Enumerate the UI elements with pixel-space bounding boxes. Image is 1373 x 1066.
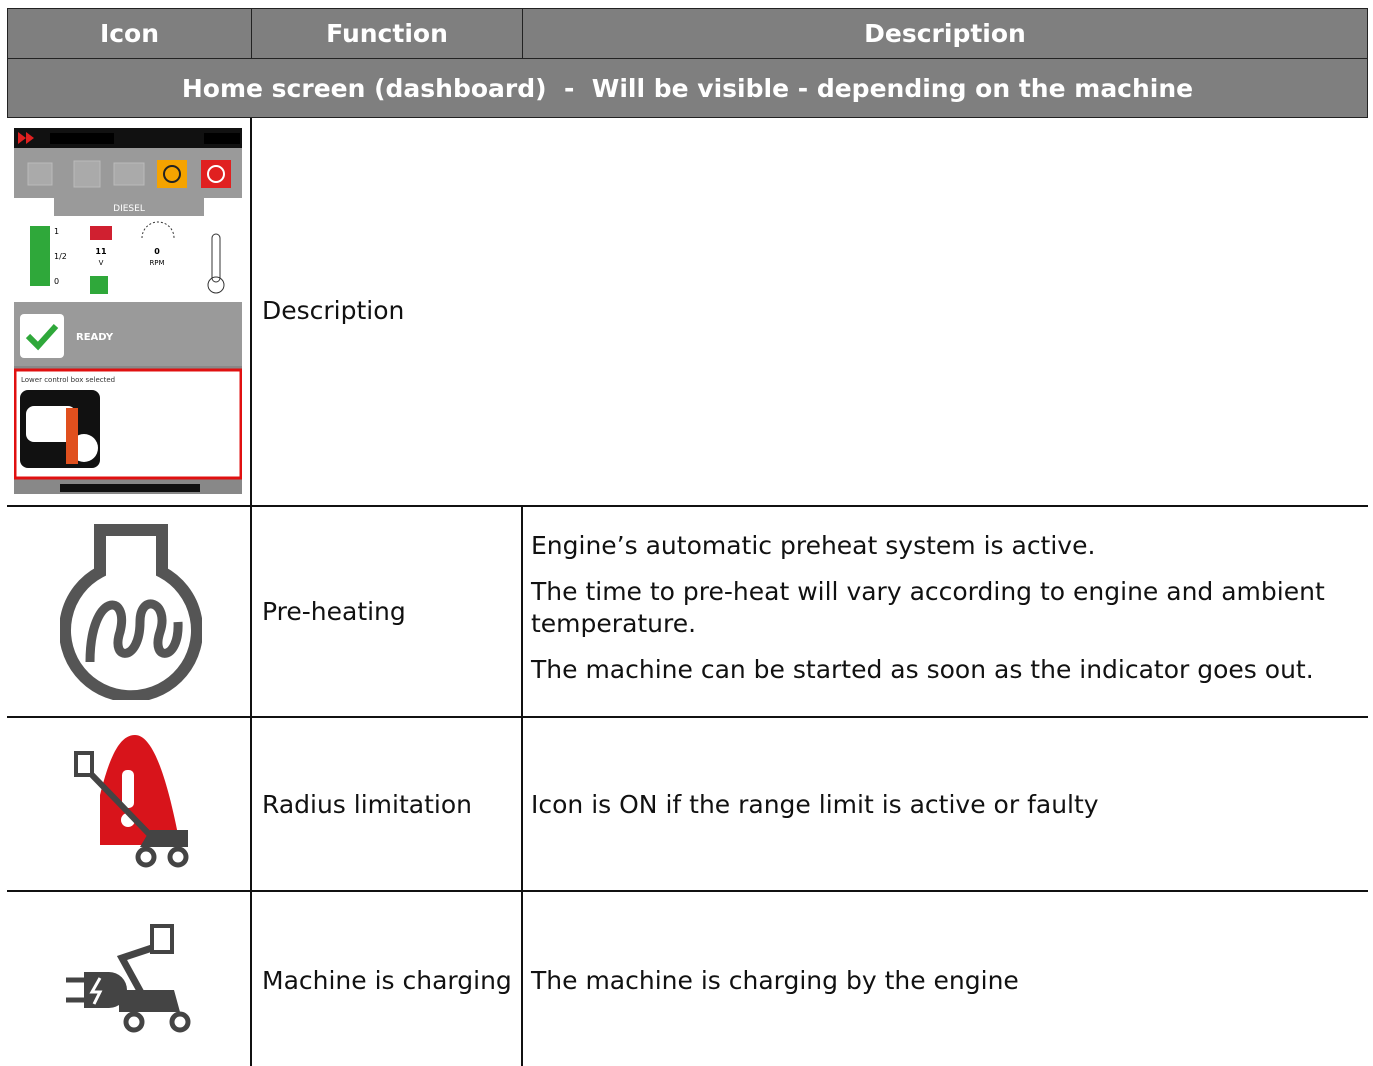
- description-line: The machine can be started as soon as th…: [531, 655, 1314, 684]
- description-line: Icon is ON if the range limit is active …: [531, 790, 1099, 819]
- description-line: The time to pre-heat will vary according…: [531, 577, 1325, 638]
- rpm-unit: RPM: [149, 259, 164, 267]
- col-line: [521, 506, 523, 1066]
- battery-unit: V: [99, 259, 104, 267]
- gauge-label: 0: [54, 277, 59, 286]
- rpm-value: 0: [154, 247, 160, 256]
- box-label: Lower control box selected: [21, 376, 115, 384]
- function-text: Machine is charging: [262, 966, 512, 995]
- gauge-label: 1: [54, 227, 59, 236]
- function-text: Radius limitation: [262, 790, 472, 819]
- header-cell: Icon: [7, 8, 252, 59]
- gauge-label: 1/2: [54, 252, 67, 261]
- row-line: [7, 505, 1368, 507]
- row-line: [7, 890, 1368, 892]
- header-cell: Function: [251, 8, 523, 59]
- status-label: READY: [76, 332, 114, 343]
- function-text: Pre-heating: [262, 597, 406, 626]
- dashboard-icon: DIESEL 1 1/2 0 11 V 0 RPM READY Lower co…: [14, 128, 242, 494]
- battery-value: 11: [95, 247, 107, 256]
- section-header: Home screen (dashboard) - Will be visibl…: [7, 58, 1368, 118]
- header-cell: Description: [522, 8, 1368, 59]
- description-line: Engine’s automatic preheat system is act…: [531, 531, 1096, 560]
- description: Engine’s automatic preheat system is act…: [531, 530, 1351, 700]
- description-line: The machine is charging by the engine: [531, 966, 1019, 995]
- row-line: [7, 716, 1368, 718]
- charging-icon: [66, 924, 191, 1033]
- function-text: Description: [262, 296, 405, 325]
- col-line: [250, 118, 252, 1066]
- preheat-icon: [60, 524, 202, 700]
- fuel-label: DIESEL: [113, 204, 145, 214]
- radius-icon: [74, 735, 189, 868]
